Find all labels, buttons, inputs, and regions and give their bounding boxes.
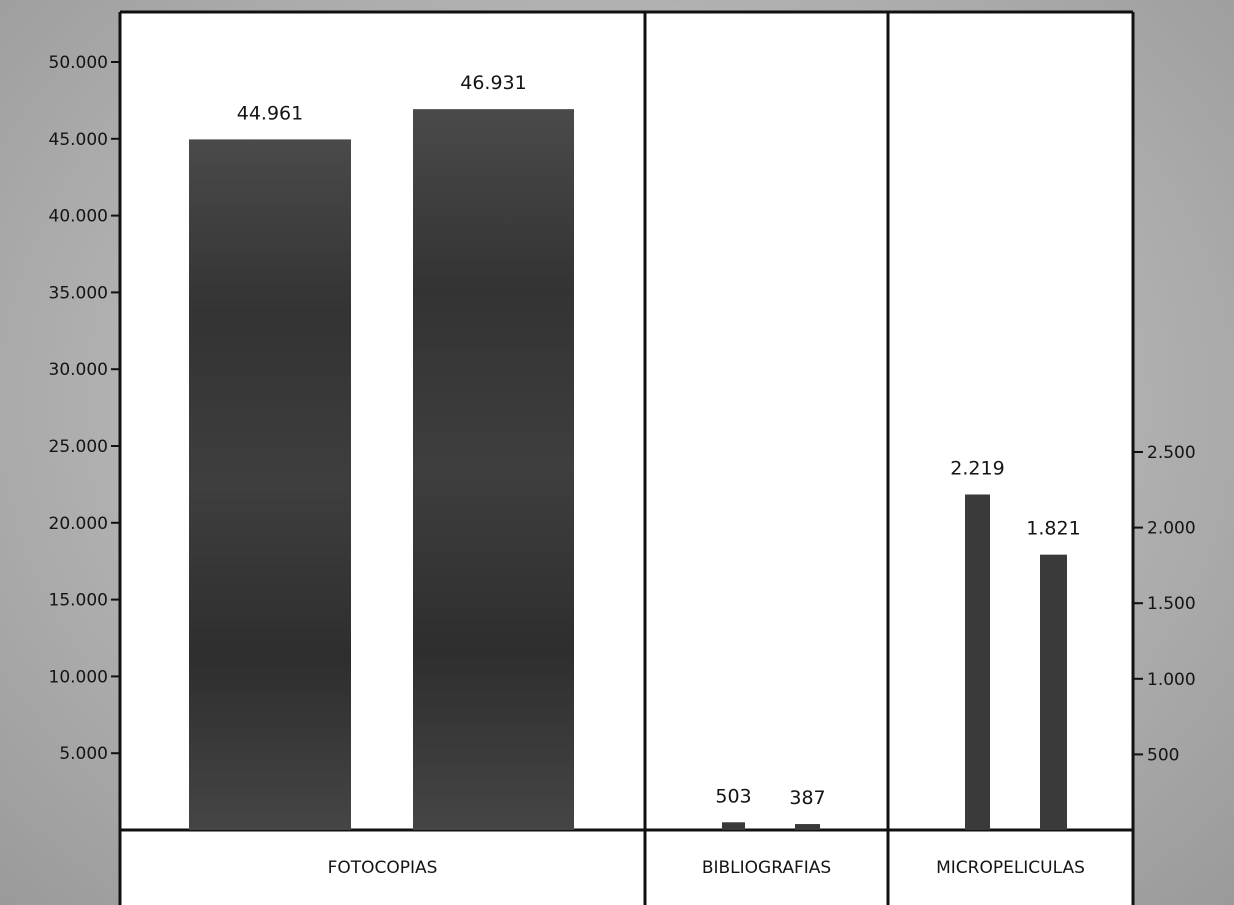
data-label: 44.961 bbox=[237, 102, 303, 124]
data-label: 387 bbox=[789, 787, 825, 809]
bar bbox=[965, 494, 990, 830]
left-axis-tick-label: 45.000 bbox=[49, 130, 108, 150]
left-axis-tick-label: 30.000 bbox=[49, 360, 108, 380]
category-label: MICROPELICULAS bbox=[936, 858, 1085, 878]
left-axis-tick-label: 50.000 bbox=[49, 53, 108, 73]
chart-bars bbox=[189, 109, 1067, 831]
right-axis-tick-label: 500 bbox=[1147, 745, 1179, 765]
right-axis-tick-label: 2.000 bbox=[1147, 519, 1196, 539]
bar bbox=[1040, 554, 1067, 830]
data-label: 1.821 bbox=[1026, 518, 1080, 540]
right-axis-tick-label: 1.000 bbox=[1147, 670, 1196, 690]
data-label: 2.219 bbox=[950, 457, 1004, 479]
left-axis-tick-label: 5.000 bbox=[59, 744, 108, 764]
right-axis-tick-label: 1.500 bbox=[1147, 594, 1196, 614]
left-axis-tick-label: 15.000 bbox=[49, 591, 108, 611]
bar bbox=[795, 824, 820, 830]
category-label: FOTOCOPIAS bbox=[328, 858, 438, 878]
category-label: BIBLIOGRAFIAS bbox=[702, 858, 831, 878]
data-label: 46.931 bbox=[460, 72, 526, 94]
data-label: 503 bbox=[715, 785, 751, 807]
bar bbox=[722, 822, 745, 830]
chart-axes: 5.000 10.000 15.000 20.000 25.000 30.000 35.00… bbox=[49, 53, 1196, 765]
left-axis-tick-label: 40.000 bbox=[49, 207, 108, 227]
left-axis-tick-label: 10.000 bbox=[49, 667, 108, 687]
left-axis-tick-label: 20.000 bbox=[49, 514, 108, 534]
right-axis-tick-label: 2.500 bbox=[1147, 443, 1196, 463]
left-axis-tick-label: 35.000 bbox=[49, 283, 108, 303]
bar bbox=[413, 109, 574, 831]
left-axis-tick-label: 25.000 bbox=[49, 437, 108, 457]
bar bbox=[189, 139, 351, 830]
chart-labels: 44.961 46.931 FOTOCOPIAS 503 387 BIBLIOGRAFIA… bbox=[237, 72, 1085, 878]
